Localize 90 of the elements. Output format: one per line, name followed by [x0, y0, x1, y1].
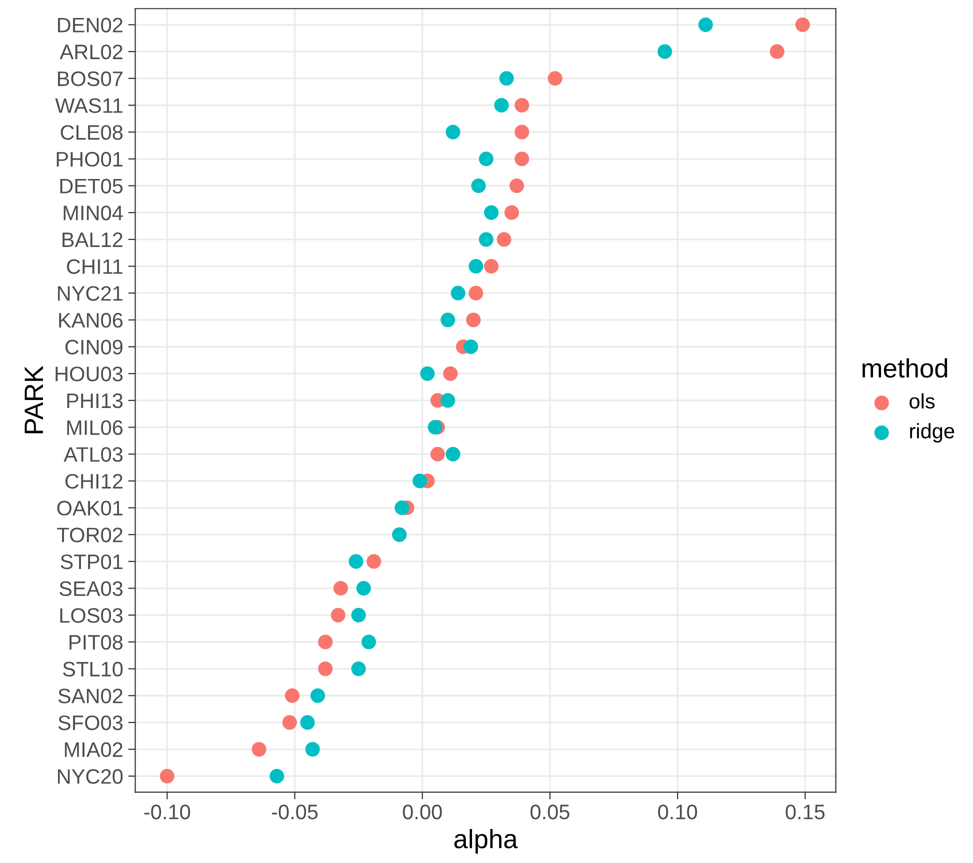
x-tick-label: 0.05 [530, 804, 570, 820]
x-tick-label: 0.10 [658, 804, 698, 820]
point [464, 339, 478, 354]
y-tick-label: OAK01 [57, 500, 122, 516]
y-tick-label: STP01 [60, 554, 122, 570]
point [270, 768, 284, 784]
point [510, 178, 524, 194]
y-tick-label: SFO03 [58, 715, 123, 730]
point [412, 474, 428, 488]
point [471, 178, 486, 194]
point [478, 152, 494, 166]
point [468, 258, 484, 274]
point [504, 205, 519, 220]
legend-title: method [862, 358, 948, 378]
point [446, 124, 460, 140]
y-tick-label: HOU03 [56, 366, 123, 382]
point [333, 581, 348, 596]
y-tick-label: DEN02 [58, 18, 122, 32]
point [160, 768, 174, 784]
y-tick-label: MIN04 [64, 206, 123, 220]
point [443, 366, 458, 381]
y-tick-label: CHI11 [66, 259, 122, 274]
y-tick-label: DET05 [60, 178, 123, 194]
point [351, 608, 366, 622]
x-axis-title: alpha [454, 829, 518, 854]
point [252, 742, 266, 757]
point [318, 662, 333, 676]
point [351, 662, 366, 676]
y-tick-label: SAN02 [58, 688, 122, 704]
y-tick-label: BAL12 [62, 232, 122, 247]
point [305, 742, 320, 757]
point [478, 232, 494, 247]
point [440, 312, 456, 328]
point [514, 152, 530, 166]
y-tick-label: ATL03 [64, 447, 123, 462]
y-tick-label: WAS11 [55, 98, 122, 113]
point [348, 554, 364, 569]
y-tick-label: NYC21 [58, 286, 122, 301]
point [284, 688, 300, 703]
y-tick-label: KAN06 [59, 312, 123, 328]
y-tick-label: PIT08 [70, 634, 123, 650]
y-tick-label: BOS07 [58, 71, 122, 86]
point [484, 205, 499, 220]
y-tick-label: PHI13 [67, 393, 123, 408]
x-tick-label: 0.15 [786, 804, 825, 820]
point [468, 286, 484, 300]
point [698, 17, 713, 32]
point [514, 124, 530, 140]
point [310, 688, 326, 703]
x-tick-label: -0.10 [144, 804, 190, 820]
point [366, 554, 382, 569]
y-tick-label: SEA03 [60, 581, 123, 596]
point [394, 500, 410, 516]
y-tick-label: CLE08 [60, 125, 123, 140]
point [420, 366, 435, 381]
point [361, 634, 376, 650]
y-tick-label: CHI12 [65, 474, 122, 489]
point [440, 393, 456, 408]
y-tick-label: STL10 [63, 662, 123, 677]
x-tick-label: 0.00 [402, 804, 442, 820]
point [466, 312, 481, 328]
legend-label: ridge [910, 423, 954, 443]
x-tick-label: -0.05 [272, 804, 318, 820]
point [446, 446, 460, 462]
y-tick-label: TOR02 [57, 528, 122, 542]
legend-label: ols [910, 393, 935, 409]
point [450, 286, 466, 300]
point [548, 71, 562, 86]
point [795, 17, 810, 32]
y-tick-label: MIL06 [67, 420, 123, 436]
point [658, 44, 672, 59]
point [430, 446, 445, 462]
y-tick-label: MIA02 [64, 742, 122, 758]
point [282, 715, 297, 730]
point [496, 232, 512, 247]
y-tick-label: LOS03 [60, 608, 123, 623]
point [300, 715, 315, 730]
point [330, 608, 346, 622]
y-tick-label: ARL02 [60, 44, 122, 60]
y-tick-label: NYC20 [58, 769, 123, 784]
point [499, 71, 514, 86]
y-tick-label: CIN09 [65, 340, 122, 355]
point [356, 581, 371, 596]
point [318, 634, 333, 650]
point [484, 258, 499, 274]
point [494, 98, 509, 113]
y-tick-label: PHO01 [56, 152, 122, 167]
point [770, 44, 784, 59]
point [514, 98, 530, 113]
y-axis-title: PARK [24, 366, 43, 434]
